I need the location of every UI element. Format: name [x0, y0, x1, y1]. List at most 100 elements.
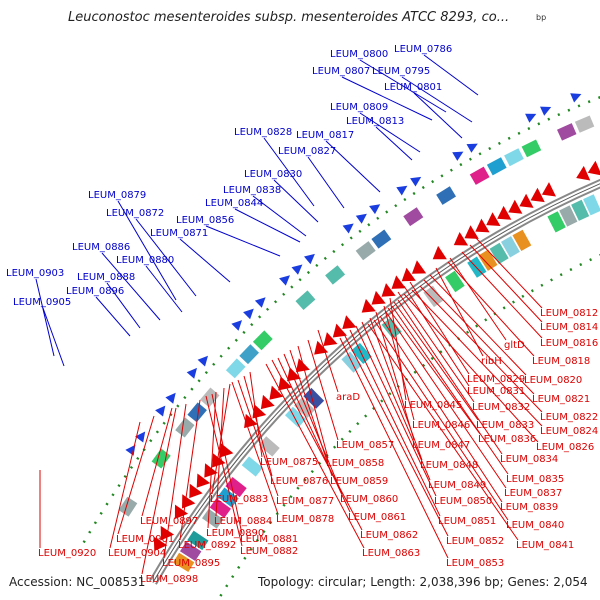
- reverse-gene-arrow: [475, 218, 490, 233]
- forward-gene-leader-line: [423, 54, 479, 96]
- reverse-gene-label: LEUM_0852: [446, 536, 504, 547]
- reverse-gene-leader-line: [117, 415, 155, 535]
- reverse-gene-leader-line: [403, 285, 470, 387]
- reverse-gene-arrow: [541, 182, 556, 197]
- forward-gene-leader-line: [252, 195, 307, 237]
- forward-gene-label: LEUM_0905: [13, 297, 71, 308]
- reverse-gene-arrow: [269, 385, 284, 400]
- reverse-gene-leader-line: [109, 421, 141, 549]
- reverse-gene-leader-line: [205, 395, 243, 547]
- reverse-gene-label: LEUM_0846: [412, 420, 470, 431]
- reverse-gene-label: LEUM_0895: [162, 558, 220, 569]
- reverse-gene-arrow: [391, 275, 406, 289]
- reverse-gene-label: LEUM_0883: [210, 494, 268, 505]
- cog-track-block-outer: [187, 402, 207, 423]
- reverse-gene-label: LEUM_0878: [276, 514, 334, 525]
- cog-track-block-inner: [559, 205, 578, 227]
- forward-gene-arrow: [165, 392, 176, 404]
- cog-track-block-inner: [209, 498, 231, 518]
- reverse-gene-label: LEUM_0863: [362, 548, 420, 559]
- reverse-gene-label: LEUM_0822: [540, 412, 598, 423]
- reverse-gene-label: LEUM_0858: [326, 458, 384, 469]
- cog-track-block-outer: [118, 496, 138, 517]
- cog-track-block-outer: [175, 417, 195, 438]
- reverse-gene-arrow: [371, 290, 386, 305]
- reverse-gene-leader-line: [397, 291, 475, 403]
- reverse-gene-label: LEUM_0841: [516, 540, 574, 551]
- forward-gene-label: LEUM_0801: [384, 82, 442, 93]
- reverse-gene-leader-line: [393, 301, 479, 421]
- forward-gene-arrow: [254, 297, 266, 308]
- reverse-gene-label: LEUM_0849: [428, 480, 486, 491]
- forward-gene-label: LEUM_0828: [234, 127, 292, 138]
- forward-gene-arrow: [570, 93, 582, 103]
- reverse-gene-label: LEUM_0832: [472, 402, 530, 413]
- reverse-gene-leader-line: [391, 305, 509, 475]
- reverse-gene-label: LEUM_0901: [116, 534, 174, 545]
- reverse-gene-label: LEUM_0840: [506, 520, 564, 531]
- reverse-gene-label: LEUM_0847: [412, 440, 470, 451]
- forward-gene-leader-line: [205, 225, 281, 257]
- forward-gene-arrow: [243, 308, 254, 320]
- reverse-gene-label: LEUM_0881: [240, 534, 298, 545]
- reverse-gene-arrow: [332, 323, 347, 338]
- forward-gene-label: LEUM_0817: [296, 130, 354, 141]
- reverse-gene-leader-line: [141, 407, 173, 517]
- cog-track-block-outer: [504, 148, 524, 167]
- forward-gene-label: LEUM_0880: [116, 255, 174, 266]
- forward-gene-leader-line: [359, 112, 421, 153]
- reverse-gene-label: LEUM_0882: [240, 546, 298, 557]
- reverse-gene-leader-line: [475, 237, 543, 309]
- reverse-gene-leader-line: [355, 325, 437, 497]
- reverse-gene-leader-line: [429, 274, 527, 376]
- reverse-gene-leader-line: [207, 391, 217, 529]
- reverse-gene-label: LEUM_0836: [478, 434, 536, 445]
- reverse-gene-label: LEUM_0884: [214, 516, 272, 527]
- reverse-gene-leader-line: [243, 375, 273, 477]
- forward-gene-arrow: [396, 185, 408, 196]
- cog-track-block-inner: [489, 242, 509, 265]
- cog-track-block-inner: [187, 530, 209, 551]
- forward-gene-leader-line: [401, 76, 473, 123]
- reverse-gene-label: LEUM_0812: [540, 308, 598, 319]
- cog-track-block-inner: [180, 541, 202, 561]
- reverse-gene-leader-line: [409, 281, 470, 375]
- forward-gene-arrow: [369, 204, 381, 215]
- reverse-gene-label: LEUM_0857: [336, 440, 394, 451]
- reverse-gene-arrow: [486, 212, 501, 226]
- forward-gene-arrow: [135, 431, 146, 443]
- reverse-gene-label: LEUM_0835: [506, 474, 564, 485]
- reverse-gene-leader-line: [423, 279, 535, 395]
- cog-track-block-inner: [258, 436, 280, 457]
- reverse-gene-leader-line: [469, 244, 543, 323]
- reverse-gene-arrow: [189, 483, 203, 499]
- forward-gene-arrow: [466, 143, 478, 153]
- forward-gene-leader-line: [95, 296, 131, 337]
- reverse-gene-arrow: [411, 260, 427, 274]
- cog-track-block-inner: [571, 199, 590, 221]
- reverse-gene-label: LEUM_0821: [532, 394, 590, 405]
- forward-gene-arrow: [342, 223, 354, 234]
- reverse-gene-leader-line: [397, 299, 503, 455]
- forward-gene-leader-line: [179, 238, 231, 283]
- forward-gene-leader-line: [35, 278, 55, 357]
- forward-gene-label: LEUM_0871: [150, 228, 208, 239]
- reverse-gene-arrow: [196, 473, 211, 488]
- cog-track-block-outer: [486, 157, 507, 176]
- reverse-gene-leader-line: [461, 251, 543, 339]
- forward-gene-arrow: [231, 320, 242, 331]
- reverse-gene-leader-line: [317, 329, 339, 393]
- gene-label-layer: LEUM_0786 LEUM_0795 LEUM_0800 LEUM_0801 LEUM…: [6, 44, 598, 585]
- cog-track-block-inner: [285, 406, 306, 428]
- reverse-gene-leader-line: [215, 387, 225, 517]
- reverse-gene-arrow: [464, 225, 479, 239]
- forward-gene-leader-line: [375, 126, 413, 161]
- outer-tick-ring: [82, 96, 600, 544]
- reverse-gene-label: LEUM_0853: [446, 558, 504, 569]
- reverse-gene-arrow: [576, 165, 591, 181]
- forward-gene-label: LEUM_0879: [88, 190, 146, 201]
- reverse-gene-label: ribH: [481, 356, 502, 367]
- reverse-gene-arrow: [519, 193, 534, 208]
- reverse-gene-leader-line: [141, 407, 177, 575]
